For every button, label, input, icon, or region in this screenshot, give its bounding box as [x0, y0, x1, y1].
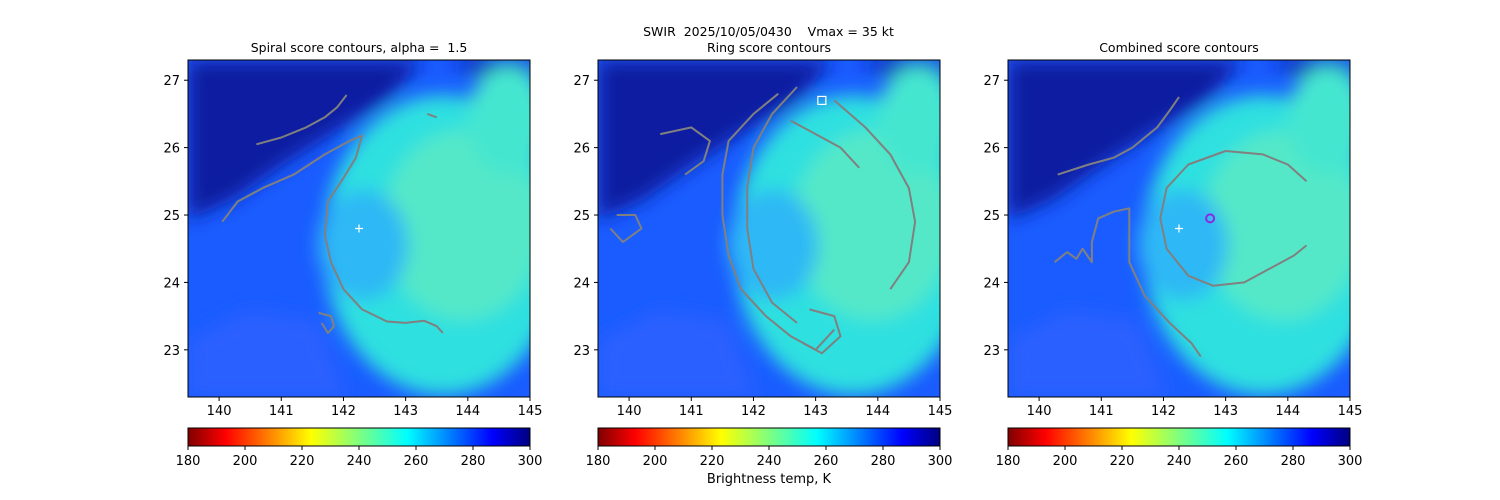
- contour-line-3: [833, 99, 917, 290]
- colorbar-tick-label: 240: [757, 454, 782, 469]
- colorbar-tick-label: 240: [1167, 454, 1192, 469]
- x-tick-label: 140: [617, 404, 642, 419]
- x-tick-label: 140: [1027, 404, 1052, 419]
- panel-1-title: Spiral score contours, alpha = 1.5: [250, 40, 468, 55]
- colorbar-tick-label: 180: [176, 454, 201, 469]
- y-tick-label: 23: [573, 344, 590, 359]
- y-tick-label: 23: [983, 344, 1000, 359]
- colorbar-tick-label: 200: [1053, 454, 1078, 469]
- y-tick-label: 26: [163, 142, 180, 157]
- colorbar-tick-label: 300: [928, 454, 953, 469]
- contour-line-2: [1159, 150, 1308, 287]
- x-tick-label: 141: [1089, 404, 1114, 419]
- y-tick-label: 24: [983, 276, 1000, 291]
- contour-line-4: [427, 112, 438, 119]
- x-tick-label: 145: [928, 404, 953, 419]
- x-tick-label: 142: [331, 404, 356, 419]
- contour-line-3: [318, 311, 336, 334]
- colorbar-label: Brightness temp, K: [706, 472, 832, 487]
- satellite-image: [598, 60, 940, 397]
- x-tick-label: 143: [803, 404, 828, 419]
- colorbar-tick-label: 260: [404, 454, 429, 469]
- contour-line-2: [221, 134, 444, 334]
- contour-line-6: [609, 214, 643, 243]
- plot-frame: [1007, 59, 1351, 398]
- y-tick-label: 24: [573, 276, 590, 291]
- contour-line-1: [1057, 96, 1180, 176]
- colorbar-tick-label: 280: [1281, 454, 1306, 469]
- colorbar-tick-label: 220: [290, 454, 315, 469]
- x-tick-label: 144: [1275, 404, 1300, 419]
- x-tick-label: 142: [1151, 404, 1176, 419]
- y-tick-label: 27: [163, 74, 180, 89]
- colorbar-tick-label: 200: [643, 454, 668, 469]
- figure-suptitle: SWIR 2025/10/05/0430 Vmax = 35 kt: [643, 24, 894, 39]
- y-tick-label: 25: [163, 209, 180, 224]
- x-tick-label: 144: [455, 404, 480, 419]
- colorbar: [597, 427, 941, 447]
- colorbar-tick-label: 180: [586, 454, 611, 469]
- panel-3-title: Combined score contours: [1099, 40, 1259, 55]
- x-tick-label: 143: [1213, 404, 1238, 419]
- y-tick-label: 23: [163, 344, 180, 359]
- colorbar-tick-label: 280: [461, 454, 486, 469]
- x-tick-label: 145: [518, 404, 543, 419]
- y-tick-label: 25: [573, 209, 590, 224]
- x-tick-label: 142: [741, 404, 766, 419]
- panel-2: 140 141 142 143 144 145 23 24 25 26 27 180 200 220 240…: [573, 59, 953, 469]
- panel-1: 140 141 142 143 144 145 23 24 25 26 27 180 200 220 240…: [163, 59, 543, 469]
- y-tick-label: 24: [163, 276, 180, 291]
- satellite-image: [1008, 60, 1350, 397]
- contour-line-5: [802, 308, 842, 355]
- colorbar: [1007, 427, 1351, 447]
- contour-line-7: [659, 126, 711, 176]
- colorbar-tick-label: 220: [700, 454, 725, 469]
- y-tick-label: 25: [983, 209, 1000, 224]
- plot-frame: [187, 59, 531, 398]
- x-tick-label: 141: [679, 404, 704, 419]
- colorbar-tick-label: 300: [1338, 454, 1363, 469]
- panel-3: 140 141 142 143 144 145 23 24 25 26 27 180 200 220 240…: [983, 59, 1363, 469]
- x-tick-label: 145: [1338, 404, 1363, 419]
- contour-line-4: [790, 119, 860, 169]
- y-tick-label: 26: [573, 142, 590, 157]
- center-marker: [1175, 224, 1183, 233]
- colorbar-tick-label: 180: [996, 454, 1021, 469]
- center-marker: [817, 95, 827, 106]
- x-tick-label: 141: [269, 404, 294, 419]
- colorbar-tick-label: 300: [518, 454, 543, 469]
- x-tick-label: 143: [393, 404, 418, 419]
- panel-2-title: Ring score contours: [706, 40, 832, 55]
- contour-line-3: [1053, 207, 1202, 358]
- colorbar-tick-label: 220: [1110, 454, 1135, 469]
- y-tick-label: 26: [983, 142, 1000, 157]
- center-marker: [355, 224, 363, 233]
- center-marker-2: [1205, 213, 1216, 224]
- colorbar-tick-label: 260: [1224, 454, 1249, 469]
- colorbar: [187, 427, 531, 447]
- y-tick-label: 27: [573, 74, 590, 89]
- satellite-image: [188, 60, 530, 397]
- colorbar-tick-label: 240: [347, 454, 372, 469]
- contour-line-2: [746, 86, 798, 324]
- x-tick-label: 144: [865, 404, 890, 419]
- contour-line-1: [256, 94, 348, 146]
- colorbar-tick-label: 280: [871, 454, 896, 469]
- x-tick-label: 140: [207, 404, 232, 419]
- contour-line-1: [721, 92, 836, 351]
- plot-frame: [597, 59, 941, 398]
- y-tick-label: 27: [983, 74, 1000, 89]
- colorbar-tick-label: 200: [233, 454, 258, 469]
- colorbar-tick-label: 260: [814, 454, 839, 469]
